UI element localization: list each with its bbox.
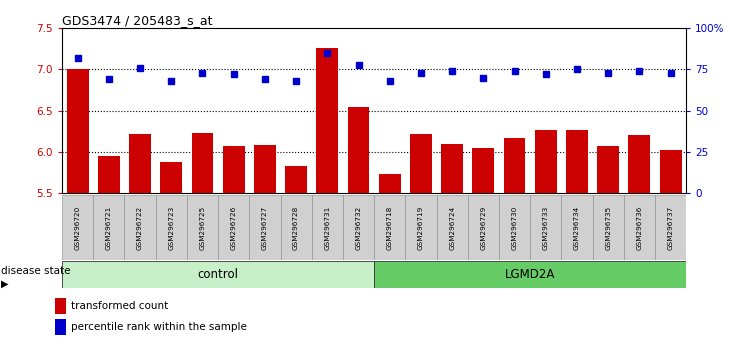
Bar [504, 138, 526, 193]
Bar [316, 48, 338, 193]
Bar [561, 195, 593, 260]
Text: GSM296730: GSM296730 [512, 205, 518, 250]
Bar [379, 174, 401, 193]
Text: GSM296719: GSM296719 [418, 205, 424, 250]
Bar [66, 69, 88, 193]
Bar [437, 195, 468, 260]
Text: GSM296736: GSM296736 [637, 205, 642, 250]
Bar [441, 144, 463, 193]
Text: GSM296737: GSM296737 [668, 205, 674, 250]
Bar [55, 298, 66, 314]
Bar [55, 319, 66, 335]
Bar [660, 150, 682, 193]
Bar [191, 133, 213, 193]
Text: GSM296726: GSM296726 [231, 205, 237, 250]
Text: GSM296718: GSM296718 [387, 205, 393, 250]
Text: GSM296721: GSM296721 [106, 205, 112, 250]
Text: GSM296724: GSM296724 [449, 205, 455, 250]
Bar [129, 134, 151, 193]
Bar [374, 261, 686, 288]
Text: GSM296731: GSM296731 [324, 205, 330, 250]
Bar [347, 107, 369, 193]
Bar [374, 195, 405, 260]
Bar [223, 146, 245, 193]
Bar [629, 135, 650, 193]
Text: GSM296727: GSM296727 [262, 205, 268, 250]
Bar [566, 130, 588, 193]
Bar [249, 195, 280, 260]
Text: GSM296725: GSM296725 [199, 205, 205, 250]
Bar [124, 195, 155, 260]
Bar [530, 195, 561, 260]
Text: control: control [198, 268, 239, 281]
Bar [535, 130, 557, 193]
Bar [410, 134, 432, 193]
Bar [655, 195, 686, 260]
Bar [93, 195, 124, 260]
Bar [468, 195, 499, 260]
Bar [597, 146, 619, 193]
Text: disease state: disease state [1, 266, 70, 276]
Text: ▶: ▶ [1, 278, 8, 289]
Bar [98, 156, 120, 193]
Bar [285, 166, 307, 193]
Bar [280, 195, 312, 260]
Bar [155, 195, 187, 260]
Text: GSM296729: GSM296729 [480, 205, 486, 250]
Bar [593, 195, 624, 260]
Text: GSM296720: GSM296720 [74, 205, 80, 250]
Bar [161, 162, 182, 193]
Text: GSM296722: GSM296722 [137, 205, 143, 250]
Text: LGMD2A: LGMD2A [505, 268, 556, 281]
Bar [343, 195, 374, 260]
Bar [218, 195, 250, 260]
Text: GSM296735: GSM296735 [605, 205, 611, 250]
Bar [499, 195, 530, 260]
Text: GSM296733: GSM296733 [543, 205, 549, 250]
Text: GSM296728: GSM296728 [293, 205, 299, 250]
Bar [624, 195, 655, 260]
Bar [254, 145, 276, 193]
Text: transformed count: transformed count [72, 301, 169, 311]
Bar [405, 195, 437, 260]
Text: GDS3474 / 205483_s_at: GDS3474 / 205483_s_at [62, 14, 212, 27]
Text: GSM296732: GSM296732 [356, 205, 361, 250]
Text: GSM296723: GSM296723 [169, 205, 174, 250]
Bar [472, 148, 494, 193]
Text: GSM296734: GSM296734 [574, 205, 580, 250]
Text: percentile rank within the sample: percentile rank within the sample [72, 322, 247, 332]
Bar [187, 195, 218, 260]
Bar [62, 195, 93, 260]
Bar [62, 261, 374, 288]
Bar [312, 195, 343, 260]
